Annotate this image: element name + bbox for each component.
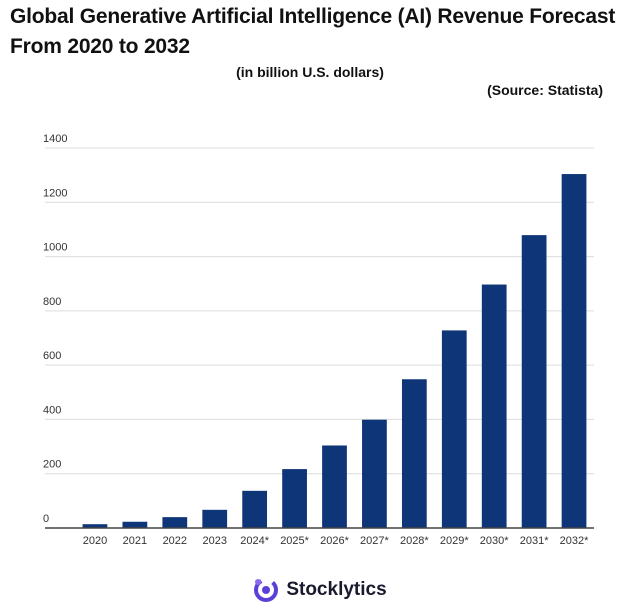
bar <box>242 490 268 528</box>
chart-title-line-1: Global Generative Artificial Intelligenc… <box>10 5 616 28</box>
x-tick-label: 2030* <box>480 535 509 547</box>
bar <box>401 379 427 528</box>
x-tick-label: 2029* <box>440 535 469 547</box>
y-tick-label: 400 <box>43 404 61 416</box>
y-tick-label: 1400 <box>43 133 67 145</box>
bar <box>122 521 148 528</box>
stocklytics-logo-icon <box>254 578 279 602</box>
bars <box>82 174 587 529</box>
brand-name: Stocklytics <box>286 579 387 600</box>
x-tick-label: 2026* <box>320 535 349 547</box>
y-axis-ticks: 0 200 400 600 800 1000 1200 1400 <box>43 133 67 525</box>
x-tick-label: 2028* <box>400 535 429 547</box>
y-tick-label: 1000 <box>43 242 67 254</box>
x-tick-label: 2025* <box>280 535 309 547</box>
bar <box>561 174 587 529</box>
y-tick-label: 200 <box>43 459 61 471</box>
x-tick-label: 2020 <box>83 535 107 547</box>
grid-lines <box>45 147 594 475</box>
chart-title-line-2: From 2020 to 2032 <box>10 35 190 58</box>
bar <box>282 469 307 528</box>
x-tick-label: 2027* <box>360 535 389 547</box>
bar <box>322 445 347 528</box>
y-tick-label: 600 <box>43 350 61 362</box>
bar <box>362 419 387 528</box>
chart-title: Global Generative Artificial Intelligenc… <box>10 2 639 62</box>
bar <box>521 235 547 528</box>
brand-footer: Stocklytics <box>0 576 639 604</box>
chart-subtitle: (in billion U.S. dollars) <box>236 64 384 80</box>
chart-source: (Source: Statista) <box>487 82 603 98</box>
bar <box>441 330 467 528</box>
x-tick-label: 2023 <box>202 535 226 547</box>
bar <box>82 524 108 528</box>
x-tick-label: 2021 <box>123 535 147 547</box>
x-tick-label: 2031* <box>520 535 549 547</box>
bar <box>162 517 188 528</box>
x-tick-label: 2024* <box>240 535 269 547</box>
bar <box>481 284 507 528</box>
x-tick-label: 2032* <box>560 535 589 547</box>
y-tick-label: 800 <box>43 296 61 308</box>
x-axis-ticks: 2020 2021 2022 2023 2024* 2025* 2026* 2027* 2028… <box>83 535 589 547</box>
bar <box>202 509 228 528</box>
x-tick-label: 2022 <box>163 535 187 547</box>
y-tick-label: 1200 <box>43 187 67 199</box>
y-tick-label: 0 <box>43 513 49 525</box>
